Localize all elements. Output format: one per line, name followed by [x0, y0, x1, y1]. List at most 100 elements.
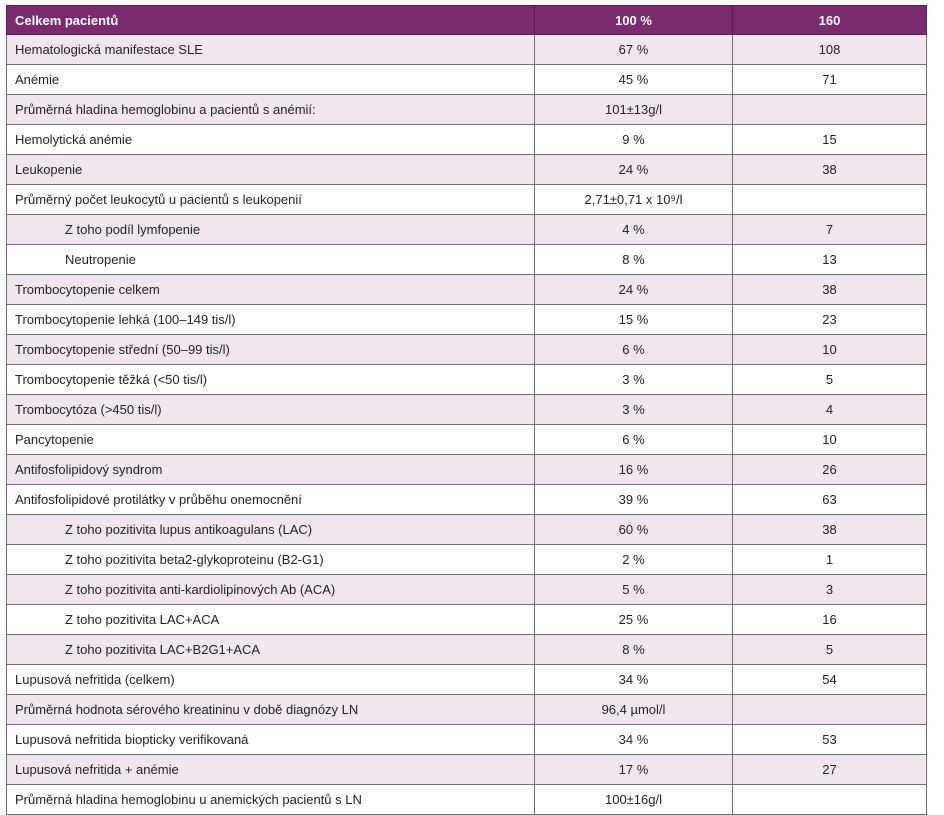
row-percent: 6 % [534, 424, 733, 455]
table-row: Pancytopenie 6 % 10 [6, 424, 927, 455]
row-percent: 15 % [534, 304, 733, 335]
row-count: 63 [732, 484, 927, 515]
table-header: Celkem pacientů 100 % 160 [6, 5, 927, 35]
row-percent: 9 % [534, 124, 733, 155]
row-label: Z toho podíl lymfopenie [6, 214, 535, 245]
row-label: Průměrná hladina hemoglobinu a pacientů … [6, 94, 535, 125]
row-count: 23 [732, 304, 927, 335]
row-label: Trombocytopenie celkem [6, 274, 535, 305]
row-count: 10 [732, 334, 927, 365]
row-label: Lupusová nefritida (celkem) [6, 664, 535, 695]
table-row: Lupusová nefritida (celkem) 34 % 54 [6, 664, 927, 695]
row-label: Neutropenie [6, 244, 535, 275]
row-count: 38 [732, 514, 927, 545]
row-count: 38 [732, 154, 927, 185]
table-row: Anémie 45 % 71 [6, 64, 927, 95]
row-count: 16 [732, 604, 927, 635]
row-label: Trombocytopenie lehká (100–149 tis/l) [6, 304, 535, 335]
row-label: Antifosfolipidový syndrom [6, 454, 535, 485]
row-percent: 60 % [534, 514, 733, 545]
row-label: Leukopenie [6, 154, 535, 185]
row-percent: 39 % [534, 484, 733, 515]
row-count: 15 [732, 124, 927, 155]
row-label: Z toho pozitivita LAC+ACA [6, 604, 535, 635]
table-row: Neutropenie 8 % 13 [6, 244, 927, 275]
table-row: Trombocytóza (>450 tis/l) 3 % 4 [6, 394, 927, 425]
header-row: Celkem pacientů 100 % 160 [6, 5, 927, 35]
table-row: Průměrná hladina hemoglobinu a pacientů … [6, 94, 927, 125]
table-row: Lupusová nefritida biopticky verifikovan… [6, 724, 927, 755]
row-count [732, 184, 927, 215]
table-row: Z toho podíl lymfopenie 4 % 7 [6, 214, 927, 245]
row-percent: 16 % [534, 454, 733, 485]
row-label: Pancytopenie [6, 424, 535, 455]
row-percent: 6 % [534, 334, 733, 365]
row-percent: 45 % [534, 64, 733, 95]
row-percent: 8 % [534, 244, 733, 275]
row-count: 3 [732, 574, 927, 605]
row-percent: 25 % [534, 604, 733, 635]
row-count: 54 [732, 664, 927, 695]
row-count: 13 [732, 244, 927, 275]
table-row: Antifosfolipidové protilátky v průběhu o… [6, 484, 927, 515]
row-count: 53 [732, 724, 927, 755]
table-row: Průměrná hodnota sérového kreatininu v d… [6, 694, 927, 725]
row-label: Trombocytopenie střední (50–99 tis/l) [6, 334, 535, 365]
row-percent: 17 % [534, 754, 733, 785]
row-label: Anémie [6, 64, 535, 95]
row-label: Lupusová nefritida + anémie [6, 754, 535, 785]
header-count: 160 [732, 5, 927, 35]
row-percent: 5 % [534, 574, 733, 605]
table-row: Trombocytopenie střední (50–99 tis/l) 6 %… [6, 334, 927, 365]
row-percent: 4 % [534, 214, 733, 245]
table-row: Trombocytopenie těžká (<50 tis/l) 3 % 5 [6, 364, 927, 395]
row-percent: 96,4 µmol/l [534, 694, 733, 725]
row-count [732, 94, 927, 125]
table-container: Celkem pacientů 100 % 160 Hematologická … [6, 5, 927, 815]
row-count: 71 [732, 64, 927, 95]
row-count: 5 [732, 634, 927, 665]
row-count: 1 [732, 544, 927, 575]
row-percent: 34 % [534, 664, 733, 695]
table-row: Z toho pozitivita beta2-glykoproteinu (B… [6, 544, 927, 575]
row-label: Z toho pozitivita beta2-glykoproteinu (B… [6, 544, 535, 575]
table-row: Trombocytopenie celkem 24 % 38 [6, 274, 927, 305]
row-label: Antifosfolipidové protilátky v průběhu o… [6, 484, 535, 515]
table-body: Hematologická manifestace SLE 67 % 108 Aném… [6, 34, 927, 815]
row-percent: 3 % [534, 394, 733, 425]
row-percent: 3 % [534, 364, 733, 395]
row-count: 4 [732, 394, 927, 425]
header-percent: 100 % [534, 5, 733, 35]
row-percent: 24 % [534, 154, 733, 185]
table-row: Lupusová nefritida + anémie 17 % 27 [6, 754, 927, 785]
row-count: 108 [732, 34, 927, 65]
row-label: Hemolytická anémie [6, 124, 535, 155]
row-percent: 2 % [534, 544, 733, 575]
row-percent: 67 % [534, 34, 733, 65]
row-label: Lupusová nefritida biopticky verifikovan… [6, 724, 535, 755]
row-count: 26 [732, 454, 927, 485]
row-count: 27 [732, 754, 927, 785]
table-row: Z toho pozitivita lupus antikoagulans (L… [6, 514, 927, 545]
row-label: Z toho pozitivita lupus antikoagulans (L… [6, 514, 535, 545]
row-count: 7 [732, 214, 927, 245]
patients-table: Celkem pacientů 100 % 160 Hematologická … [6, 5, 927, 815]
table-row: Z toho pozitivita LAC+B2G1+ACA 8 % 5 [6, 634, 927, 665]
row-percent: 34 % [534, 724, 733, 755]
table-row: Antifosfolipidový syndrom 16 % 26 [6, 454, 927, 485]
row-label: Trombocytóza (>450 tis/l) [6, 394, 535, 425]
table-row: Průměrný počet leukocytů u pacientů s le… [6, 184, 927, 215]
row-percent: 2,71±0,71 x 10⁹/l [534, 184, 733, 215]
row-percent: 24 % [534, 274, 733, 305]
row-count: 10 [732, 424, 927, 455]
row-label: Z toho pozitivita LAC+B2G1+ACA [6, 634, 535, 665]
row-label: Průměrný počet leukocytů u pacientů s le… [6, 184, 535, 215]
table-row: Z toho pozitivita anti-kardiolipinových … [6, 574, 927, 605]
row-label: Hematologická manifestace SLE [6, 34, 535, 65]
row-count: 38 [732, 274, 927, 305]
row-label: Z toho pozitivita anti-kardiolipinových … [6, 574, 535, 605]
row-count [732, 694, 927, 725]
table-row: Trombocytopenie lehká (100–149 tis/l) 15 … [6, 304, 927, 335]
row-label: Průměrná hodnota sérového kreatininu v d… [6, 694, 535, 725]
row-percent: 101±13g/l [534, 94, 733, 125]
